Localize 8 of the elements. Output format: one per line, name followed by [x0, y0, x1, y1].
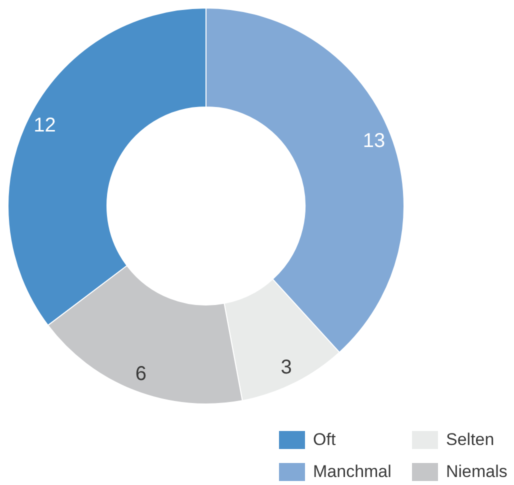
data-label: 13 [362, 130, 386, 152]
legend-label: Niemals [446, 462, 508, 482]
legend-label: Manchmal [313, 462, 392, 482]
data-label: 3 [280, 356, 292, 378]
legend-label: Selten [446, 430, 494, 450]
data-label: 6 [135, 363, 146, 386]
legend-label: Oft [313, 430, 336, 450]
data-label: 12 [34, 114, 56, 137]
